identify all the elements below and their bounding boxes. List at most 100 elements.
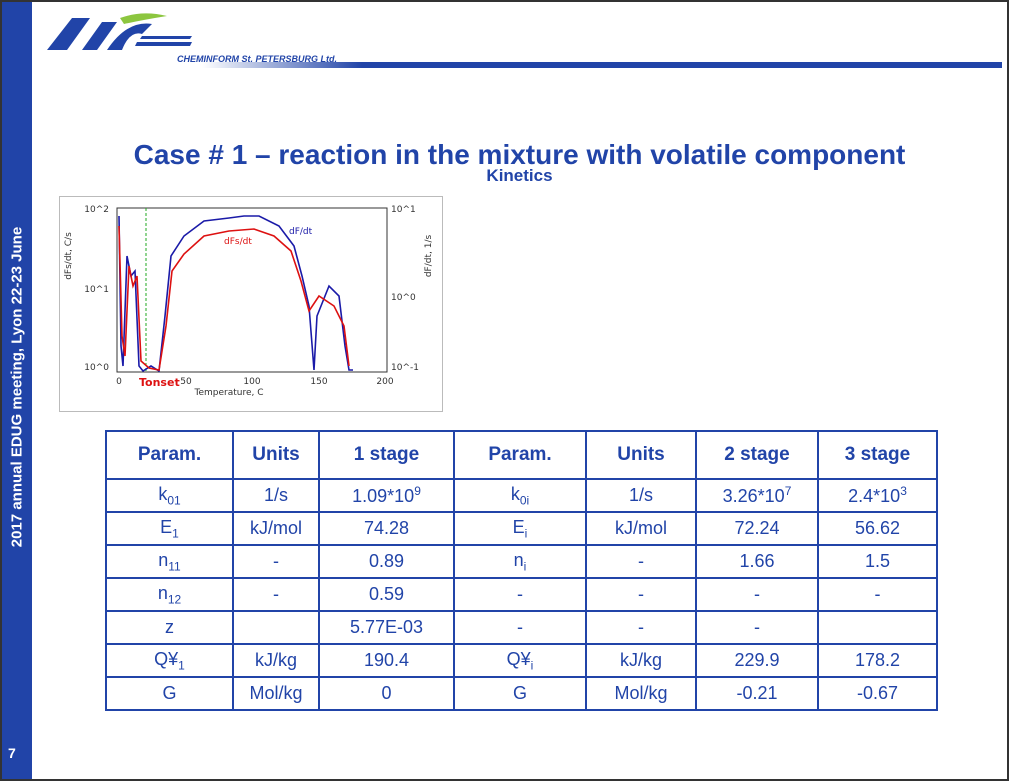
- right-axis-label: dF/dt, 1/s: [424, 235, 434, 278]
- table-row: n12-0.59- - - -: [105, 577, 938, 612]
- table-cell: Param.: [105, 430, 234, 480]
- table-cell: -: [695, 610, 819, 645]
- cell-text: 1.09*10: [352, 486, 415, 506]
- x-tick: 200: [376, 377, 393, 387]
- table-cell: 1/s: [585, 478, 697, 513]
- table-row: n11-0.89 ni -1.66 1.5: [105, 544, 938, 579]
- table-cell: k0i: [453, 478, 587, 513]
- left-tick: 10^1: [84, 285, 109, 295]
- table-cell: -: [695, 577, 819, 612]
- table-cell: Units: [232, 430, 320, 480]
- url: WWW.CISP.SPB.RU: [924, 55, 999, 64]
- header-line: [202, 62, 1002, 68]
- cell-text: k: [510, 483, 520, 504]
- x-tick: 150: [310, 377, 327, 387]
- table-row: E1 kJ/mol 74.28 Ei kJ/mol 72.24 56.62: [105, 511, 938, 546]
- curve-label: dFs/dt: [224, 237, 252, 247]
- x-tick: 0: [116, 377, 122, 387]
- table-cell: 56.62: [817, 511, 938, 546]
- cell-superscript: 3: [900, 484, 907, 498]
- x-tick: 100: [243, 377, 260, 387]
- table-cell: 72.24: [695, 511, 819, 546]
- table-cell: z: [105, 610, 234, 645]
- table-cell: 1/s: [232, 478, 320, 513]
- table-cell: 0: [318, 676, 455, 711]
- table-cell: Mol/kg: [585, 676, 697, 711]
- table-cell: G: [453, 676, 587, 711]
- table-cell: 178.2: [817, 643, 938, 678]
- cell-subscript: 01: [167, 493, 181, 508]
- table-cell: 229.9: [695, 643, 819, 678]
- cell-text: 3.26*10: [722, 486, 785, 506]
- cell-superscript: 7: [784, 484, 792, 498]
- cell-subscript: i: [530, 658, 534, 673]
- x-label: Temperature, C: [193, 388, 263, 398]
- table-row: z 5.77E-03- - -: [105, 610, 938, 645]
- table-cell: 0.59: [318, 577, 455, 612]
- table-cell: -: [232, 577, 320, 612]
- cell-subscript: 11: [168, 559, 181, 574]
- cell-text: n: [513, 549, 524, 570]
- table-cell: 190.4: [318, 643, 455, 678]
- sidebar: 2017 annual EDUG meeting, Lyon 22-23 Jun…: [2, 2, 32, 779]
- table-cell: -0.67: [817, 676, 938, 711]
- table-cell: kJ/mol: [585, 511, 697, 546]
- cell-text: 2.4*10: [848, 486, 901, 506]
- table-cell: -: [232, 544, 320, 579]
- table-cell: kJ/kg: [232, 643, 320, 678]
- table-cell: Mol/kg: [232, 676, 320, 711]
- table-cell: n11: [105, 544, 234, 579]
- table-cell: 2.4*103: [817, 478, 938, 513]
- table-cell: 1.5: [817, 544, 938, 579]
- table-cell: -: [453, 610, 587, 645]
- table-row: Param. Units 1 stage Param. Units 2 stage 3 st…: [105, 430, 938, 480]
- table-cell: 2 stage: [695, 430, 819, 480]
- cell-subscript: 0i: [519, 493, 530, 508]
- cell-text: n: [158, 549, 169, 570]
- table-cell: 5.77E-03: [318, 610, 455, 645]
- left-axis-label: dFs/dt, C/s: [64, 232, 74, 280]
- title: Case # 1 – reaction in the mixture with …: [133, 139, 906, 170]
- table-cell: -0.21: [695, 676, 819, 711]
- right-tick: 10^1: [391, 205, 416, 215]
- table-cell: 3.26*107: [695, 478, 819, 513]
- x-tick: 50: [180, 377, 192, 387]
- right-tick: 10^-1: [391, 363, 419, 373]
- left-tick: 10^2: [84, 205, 109, 215]
- table-cell: [232, 610, 320, 645]
- table-cell: Ei: [453, 511, 587, 546]
- table-cell: Param.: [453, 430, 587, 480]
- marker-label: Tonset: [139, 376, 180, 389]
- table-row: G Mol/kg 0 G Mol/kg -0.21 -0.67: [105, 676, 938, 711]
- table-cell: k01: [105, 478, 234, 513]
- cell-subscript: i: [524, 526, 528, 541]
- subtitle: Kinetics: [486, 166, 553, 185]
- cell-text: k: [158, 483, 168, 504]
- table-cell: Q¥i: [453, 643, 587, 678]
- cell-subscript: 1: [172, 526, 179, 541]
- table-cell: -: [585, 544, 697, 579]
- cell-text: Q¥: [154, 648, 179, 669]
- page-number: 7: [8, 745, 16, 761]
- table-cell: 1.09*109: [318, 478, 455, 513]
- table-cell: n12: [105, 577, 234, 612]
- cell-subscript: 12: [167, 592, 182, 607]
- table-cell: -: [585, 577, 697, 612]
- table-cell: 1.66: [695, 544, 819, 579]
- table-cell: [817, 610, 938, 645]
- table-cell: G: [105, 676, 234, 711]
- table-cell: -: [585, 610, 697, 645]
- table-cell: kJ/mol: [232, 511, 320, 546]
- cell-subscript: i: [523, 559, 527, 574]
- right-tick: 10^0: [391, 293, 416, 303]
- left-tick: 10^0: [84, 363, 109, 373]
- logo: [47, 13, 192, 50]
- table-cell: 0.89: [318, 544, 455, 579]
- table-cell: Units: [585, 430, 697, 480]
- cell-text: Q¥: [506, 648, 531, 669]
- table-cell: 1 stage: [318, 430, 455, 480]
- event-label: 2017 annual EDUG meeting, Lyon 22-23 Jun…: [8, 226, 26, 548]
- table-cell: -: [817, 577, 938, 612]
- table-cell: E1: [105, 511, 234, 546]
